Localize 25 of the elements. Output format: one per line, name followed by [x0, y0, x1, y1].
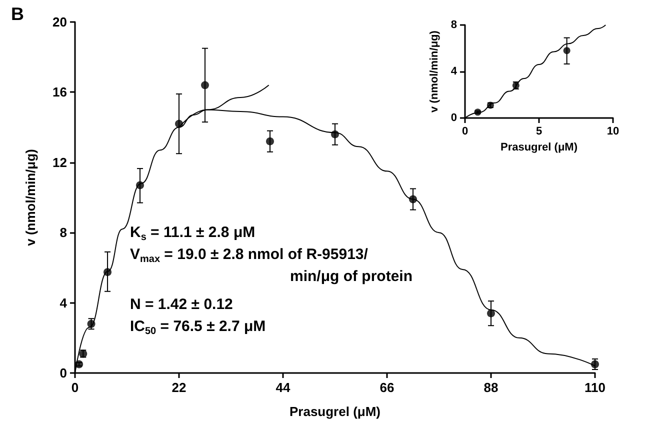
x-tick-label: 10 — [606, 126, 620, 138]
y-tick-label: 0 — [450, 112, 457, 124]
annotation: N = 1.42 ± 0.12 — [130, 296, 233, 313]
y-tick-label: 8 — [60, 225, 67, 240]
x-tick-label: 0 — [462, 126, 468, 138]
x-axis-title: Prasugrel (μM) — [500, 142, 578, 154]
annotation: min/μg of protein — [290, 268, 412, 285]
x-tick-label: 88 — [484, 380, 498, 395]
x-tick-label: 22 — [172, 380, 186, 395]
y-tick-label: 12 — [52, 154, 67, 170]
y-tick-label: 8 — [450, 19, 457, 31]
x-tick-label: 110 — [584, 380, 606, 395]
chart-title: B — [11, 4, 24, 24]
y-tick-label: 4 — [60, 295, 68, 310]
y-axis-title: v (nmol/min/μg) — [23, 149, 38, 246]
y-tick-label: 16 — [52, 84, 67, 100]
x-tick-label: 44 — [276, 380, 291, 395]
x-axis-title: Prasugrel (μM) — [289, 404, 381, 419]
x-tick-label: 0 — [71, 380, 79, 395]
y-tick-label: 20 — [52, 14, 67, 30]
y-tick-label: 0 — [60, 366, 67, 380]
x-tick-label: 66 — [380, 380, 394, 395]
y-tick-label: 4 — [450, 66, 458, 78]
x-tick-label: 5 — [536, 126, 542, 138]
y-axis-title: v (nmol/min/μg) — [428, 30, 440, 112]
